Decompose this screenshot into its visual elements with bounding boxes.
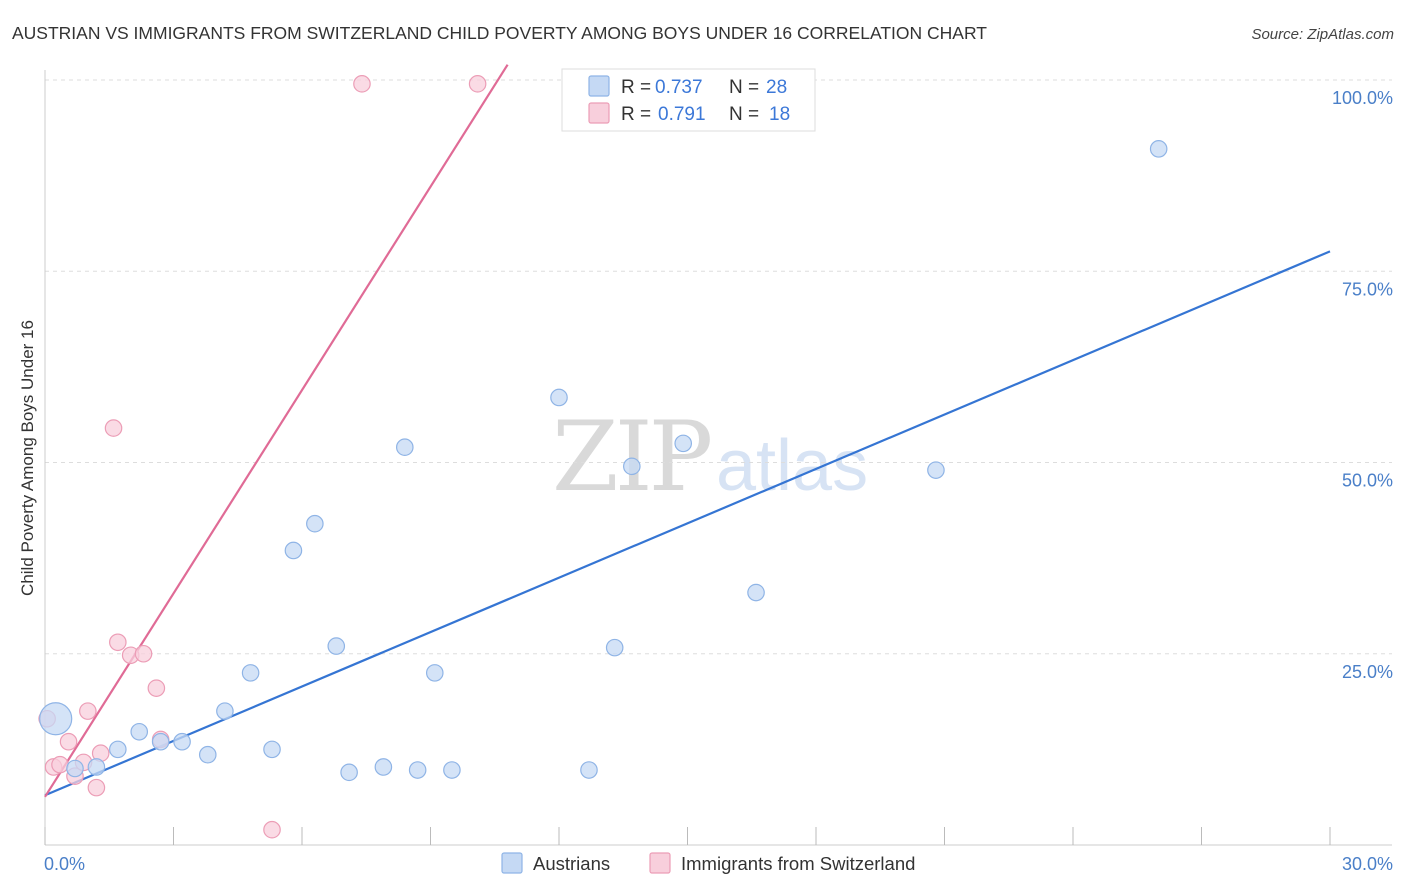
bottom-legend-swatch-austrians bbox=[501, 852, 523, 874]
legend-swatch-swiss bbox=[588, 102, 610, 124]
point-austrians bbox=[443, 761, 461, 779]
point-swiss bbox=[109, 633, 127, 652]
point-austrians bbox=[927, 461, 945, 479]
point-austrians bbox=[340, 763, 358, 782]
legend-r-value-austrians: 0.737 bbox=[655, 77, 703, 98]
point-austrians bbox=[284, 541, 303, 560]
legend-n-label-austrians: N = bbox=[729, 77, 759, 98]
point-swiss bbox=[51, 755, 69, 774]
point-austrians bbox=[425, 664, 444, 682]
watermark-zip: ZIP bbox=[552, 401, 711, 513]
chart-source: Source: ZipAtlas.com bbox=[1251, 26, 1394, 43]
point-austrians bbox=[263, 740, 281, 759]
legend-n-label-swiss: N = bbox=[729, 104, 759, 125]
legend-n-value-swiss: 18 bbox=[769, 104, 790, 125]
point-swiss bbox=[263, 820, 281, 839]
point-swiss bbox=[134, 644, 153, 663]
point-austrians bbox=[130, 722, 149, 741]
trend-line-austrians bbox=[44, 250, 1331, 797]
y-tick-label: 75.0% bbox=[1342, 279, 1393, 299]
point-swiss bbox=[353, 75, 371, 93]
point-austrians bbox=[198, 745, 217, 764]
point-austrians bbox=[747, 583, 765, 602]
point-austrians bbox=[550, 388, 568, 407]
legend-swatch-austrians bbox=[588, 75, 610, 97]
grid-lines bbox=[45, 79, 1392, 655]
trend-line-swiss bbox=[44, 64, 509, 798]
point-austrians bbox=[306, 514, 324, 533]
legend-r-label-swiss: R = bbox=[621, 104, 651, 125]
bottom-legend-swatch-swiss bbox=[649, 852, 671, 874]
y-axis-label: Child Poverty Among Boys Under 16 bbox=[18, 320, 37, 596]
legend-r-value-swiss: 0.791 bbox=[658, 104, 706, 125]
point-swiss bbox=[87, 778, 106, 797]
point-austrians bbox=[109, 740, 127, 759]
point-austrians bbox=[39, 702, 73, 736]
point-swiss bbox=[79, 702, 97, 720]
x-tick-labels: 0.0% 30.0% bbox=[44, 854, 1393, 874]
bottom-legend-label-swiss: Immigrants from Switzerland bbox=[681, 853, 915, 874]
data-points bbox=[38, 75, 1168, 839]
point-austrians bbox=[580, 761, 598, 779]
point-austrians bbox=[408, 761, 427, 779]
point-austrians bbox=[374, 758, 393, 776]
point-austrians bbox=[216, 702, 234, 720]
point-austrians bbox=[241, 664, 260, 682]
correlation-legend: R = 0.737 N = 28 R = 0.791 N = 18 bbox=[561, 68, 816, 132]
legend-n-value-austrians: 28 bbox=[766, 77, 787, 98]
point-swiss bbox=[468, 75, 487, 93]
y-tick-labels: 25.0% 50.0% 75.0% 100.0% bbox=[1332, 88, 1393, 682]
point-austrians bbox=[395, 438, 414, 456]
x-tick-label: 30.0% bbox=[1342, 854, 1393, 874]
point-austrians bbox=[623, 457, 641, 476]
legend-r-label-austrians: R = bbox=[621, 77, 651, 98]
point-austrians bbox=[173, 732, 191, 751]
x-tick-label: 0.0% bbox=[44, 854, 85, 874]
x-ticks bbox=[44, 827, 1331, 845]
point-austrians bbox=[1149, 140, 1168, 158]
y-tick-label: 50.0% bbox=[1342, 471, 1393, 491]
bottom-legend-label-austrians: Austrians bbox=[533, 853, 610, 874]
point-austrians bbox=[151, 732, 170, 751]
trend-lines bbox=[44, 64, 1331, 798]
point-swiss bbox=[147, 679, 166, 697]
point-austrians bbox=[605, 638, 624, 657]
series-legend: Austrians Immigrants from Switzerland bbox=[501, 852, 915, 874]
chart-title: AUSTRIAN VS IMMIGRANTS FROM SWITZERLAND … bbox=[12, 23, 987, 43]
watermark: ZIP atlas bbox=[552, 401, 868, 513]
point-swiss bbox=[104, 419, 123, 437]
point-austrians bbox=[87, 758, 106, 776]
point-austrians bbox=[66, 759, 84, 778]
point-austrians bbox=[327, 637, 346, 655]
point-swiss bbox=[59, 732, 78, 751]
point-austrians bbox=[674, 434, 693, 453]
y-tick-label: 25.0% bbox=[1342, 662, 1393, 682]
y-tick-label: 100.0% bbox=[1332, 88, 1393, 108]
watermark-atlas: atlas bbox=[716, 426, 868, 506]
